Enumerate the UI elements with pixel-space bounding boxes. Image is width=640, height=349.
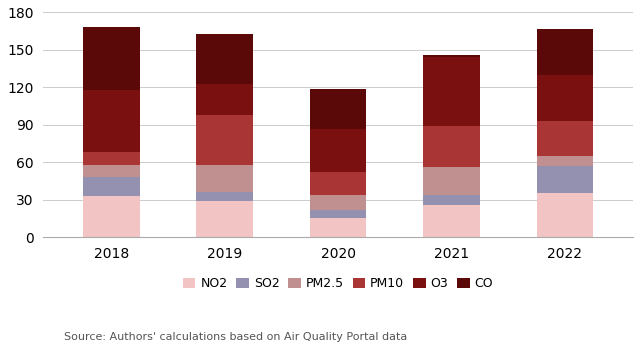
Bar [196, 84, 253, 115]
Bar [196, 115, 253, 165]
Legend: NO2, SO2, PM2.5, PM10, O3, CO: NO2, SO2, PM2.5, PM10, O3, CO [183, 277, 493, 290]
Bar [536, 121, 593, 156]
Bar [196, 192, 253, 201]
Bar [423, 126, 480, 167]
Bar [83, 28, 140, 90]
Bar [423, 55, 480, 57]
Text: Source: Authors' calculations based on Air Quality Portal data: Source: Authors' calculations based on A… [64, 332, 407, 342]
Bar [536, 193, 593, 237]
Bar [83, 165, 140, 177]
Bar [310, 128, 367, 172]
Bar [423, 57, 480, 126]
Bar [536, 75, 593, 121]
Bar [310, 218, 367, 237]
Bar [196, 34, 253, 84]
Bar [423, 167, 480, 195]
Bar [83, 196, 140, 237]
Bar [536, 166, 593, 193]
Bar [83, 152, 140, 165]
Bar [310, 89, 367, 128]
Bar [83, 177, 140, 196]
Bar [310, 195, 367, 210]
Bar [196, 165, 253, 192]
Bar [310, 172, 367, 195]
Bar [423, 205, 480, 237]
Bar [423, 195, 480, 205]
Bar [83, 90, 140, 152]
Bar [536, 156, 593, 166]
Bar [536, 29, 593, 75]
Bar [310, 210, 367, 218]
Bar [196, 201, 253, 237]
